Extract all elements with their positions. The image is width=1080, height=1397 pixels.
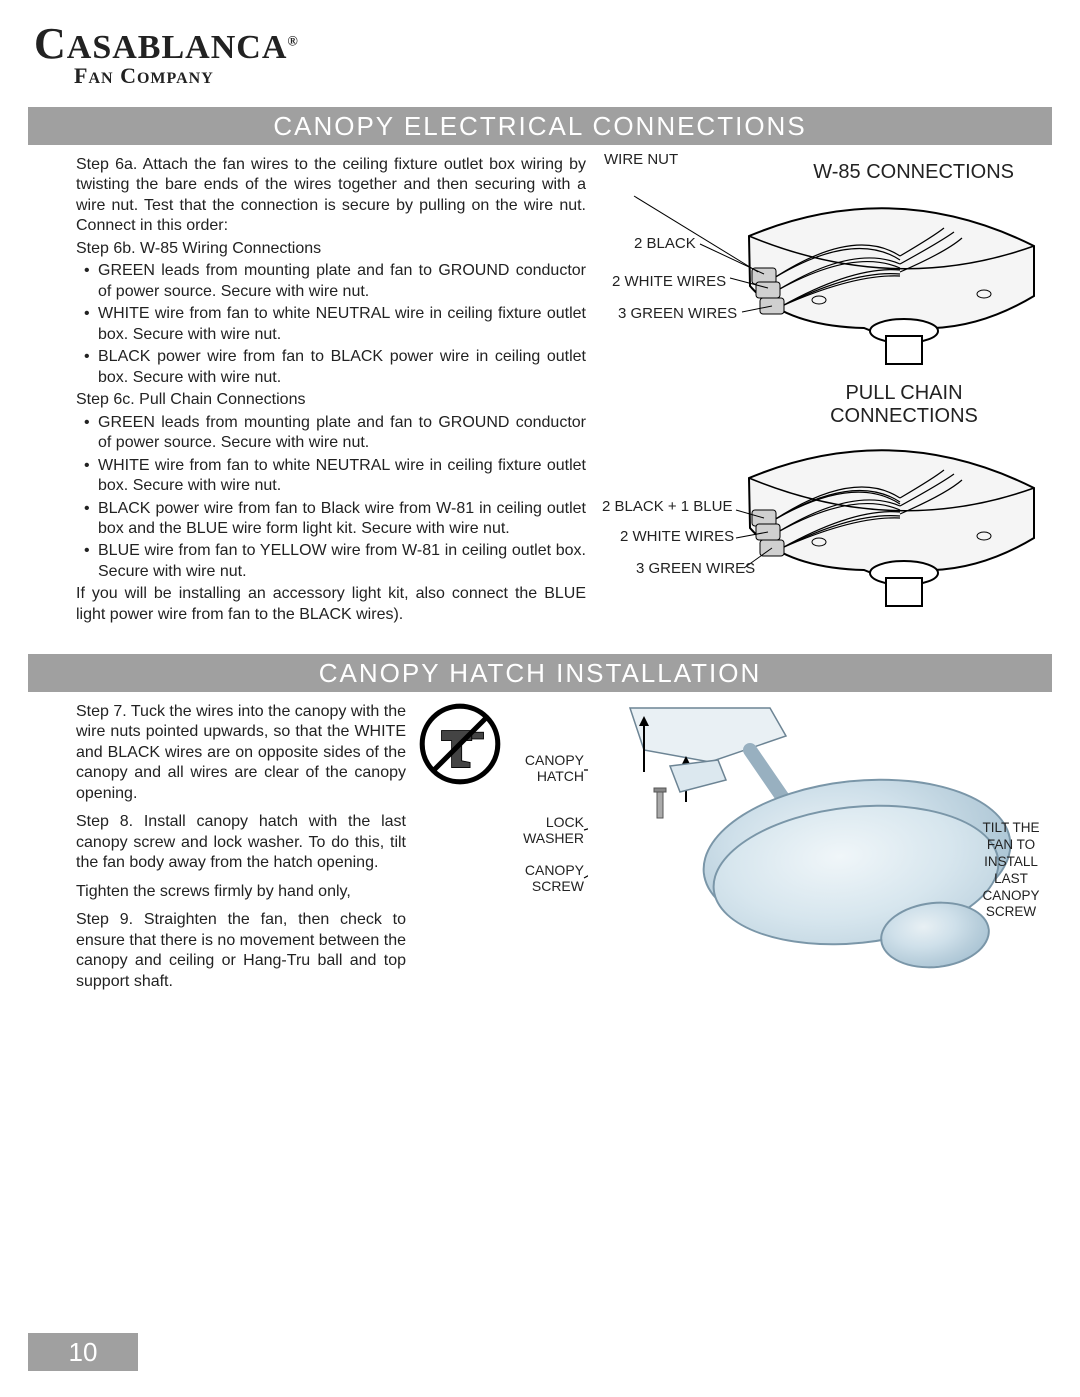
step-6b-item: GREEN leads from mounting plate and fan … bbox=[76, 261, 586, 302]
logo-trademark: ® bbox=[287, 35, 298, 50]
step-8: Step 8. Install canopy hatch with the la… bbox=[76, 812, 406, 873]
step-tighten: Tighten the screws firmly by hand only, bbox=[76, 882, 406, 902]
step-7: Step 7. Tuck the wires into the canopy w… bbox=[76, 702, 406, 804]
section-2-text: Step 7. Tuck the wires into the canopy w… bbox=[76, 702, 406, 1000]
logo: CASABLANCA® FAN COMPANY bbox=[34, 18, 1052, 89]
d1-label-1: 2 BLACK bbox=[634, 235, 696, 252]
canopy-screw-label: CANOPYSCREW bbox=[502, 862, 584, 894]
step-6-footer: If you will be installing an accessory l… bbox=[76, 584, 586, 625]
diagram-2-title: PULL CHAINCONNECTIONS bbox=[764, 382, 1044, 428]
step-6c-item: BLUE wire from fan to YELLOW wire from W… bbox=[76, 541, 586, 582]
section-1-text: Step 6a. Attach the fan wires to the cei… bbox=[76, 155, 586, 628]
logo-name: CASABLANCA® bbox=[34, 18, 1052, 69]
wire-nut-label: WIRE NUT bbox=[604, 151, 678, 168]
step-6c-item: WHITE wire from fan to white NEUTRAL wir… bbox=[76, 456, 586, 497]
step-6b-title: Step 6b. W-85 Wiring Connections bbox=[76, 239, 586, 259]
canopy-hatch-label: CANOPYHATCH bbox=[502, 752, 584, 784]
step-6b-item: BLACK power wire from fan to BLACK power… bbox=[76, 347, 586, 388]
d1-label-3: 3 GREEN WIRES bbox=[618, 305, 737, 322]
section-1-header: CANOPY ELECTRICAL CONNECTIONS bbox=[28, 107, 1052, 145]
tilt-label: TILT THEFAN TOINSTALLLASTCANOPYSCREW bbox=[972, 820, 1050, 921]
page-number: 10 bbox=[28, 1333, 138, 1371]
lock-washer-label: LOCKWASHER bbox=[502, 814, 584, 846]
step-6c-item: GREEN leads from mounting plate and fan … bbox=[76, 413, 586, 454]
section-2-header: CANOPY HATCH INSTALLATION bbox=[28, 654, 1052, 692]
hatch-labels-column: CANOPYHATCH LOCKWASHER CANOPYSCREW bbox=[418, 702, 588, 1000]
hatch-photo-area: TILT THEFAN TOINSTALLLASTCANOPYSCREW bbox=[600, 702, 1044, 1000]
step-6b-item: WHITE wire from fan to white NEUTRAL wir… bbox=[76, 304, 586, 345]
step-6c-title: Step 6c. Pull Chain Connections bbox=[76, 390, 586, 410]
section-1-diagram-area: WIRE NUT W-85 CONNECTIONS bbox=[604, 155, 1044, 628]
step-6c-item: BLACK power wire from fan to Black wire … bbox=[76, 499, 586, 540]
step-6a: Step 6a. Attach the fan wires to the cei… bbox=[76, 155, 586, 237]
step-9: Step 9. Straighten the fan, then check t… bbox=[76, 910, 406, 992]
diagram-2-title-text: PULL CHAINCONNECTIONS bbox=[830, 382, 978, 427]
d2-label-2: 2 WHITE WIRES bbox=[620, 528, 734, 545]
d2-label-1: 2 BLACK + 1 BLUE bbox=[602, 498, 733, 515]
d1-label-2: 2 WHITE WIRES bbox=[612, 273, 726, 290]
d2-label-3: 3 GREEN WIRES bbox=[636, 560, 755, 577]
